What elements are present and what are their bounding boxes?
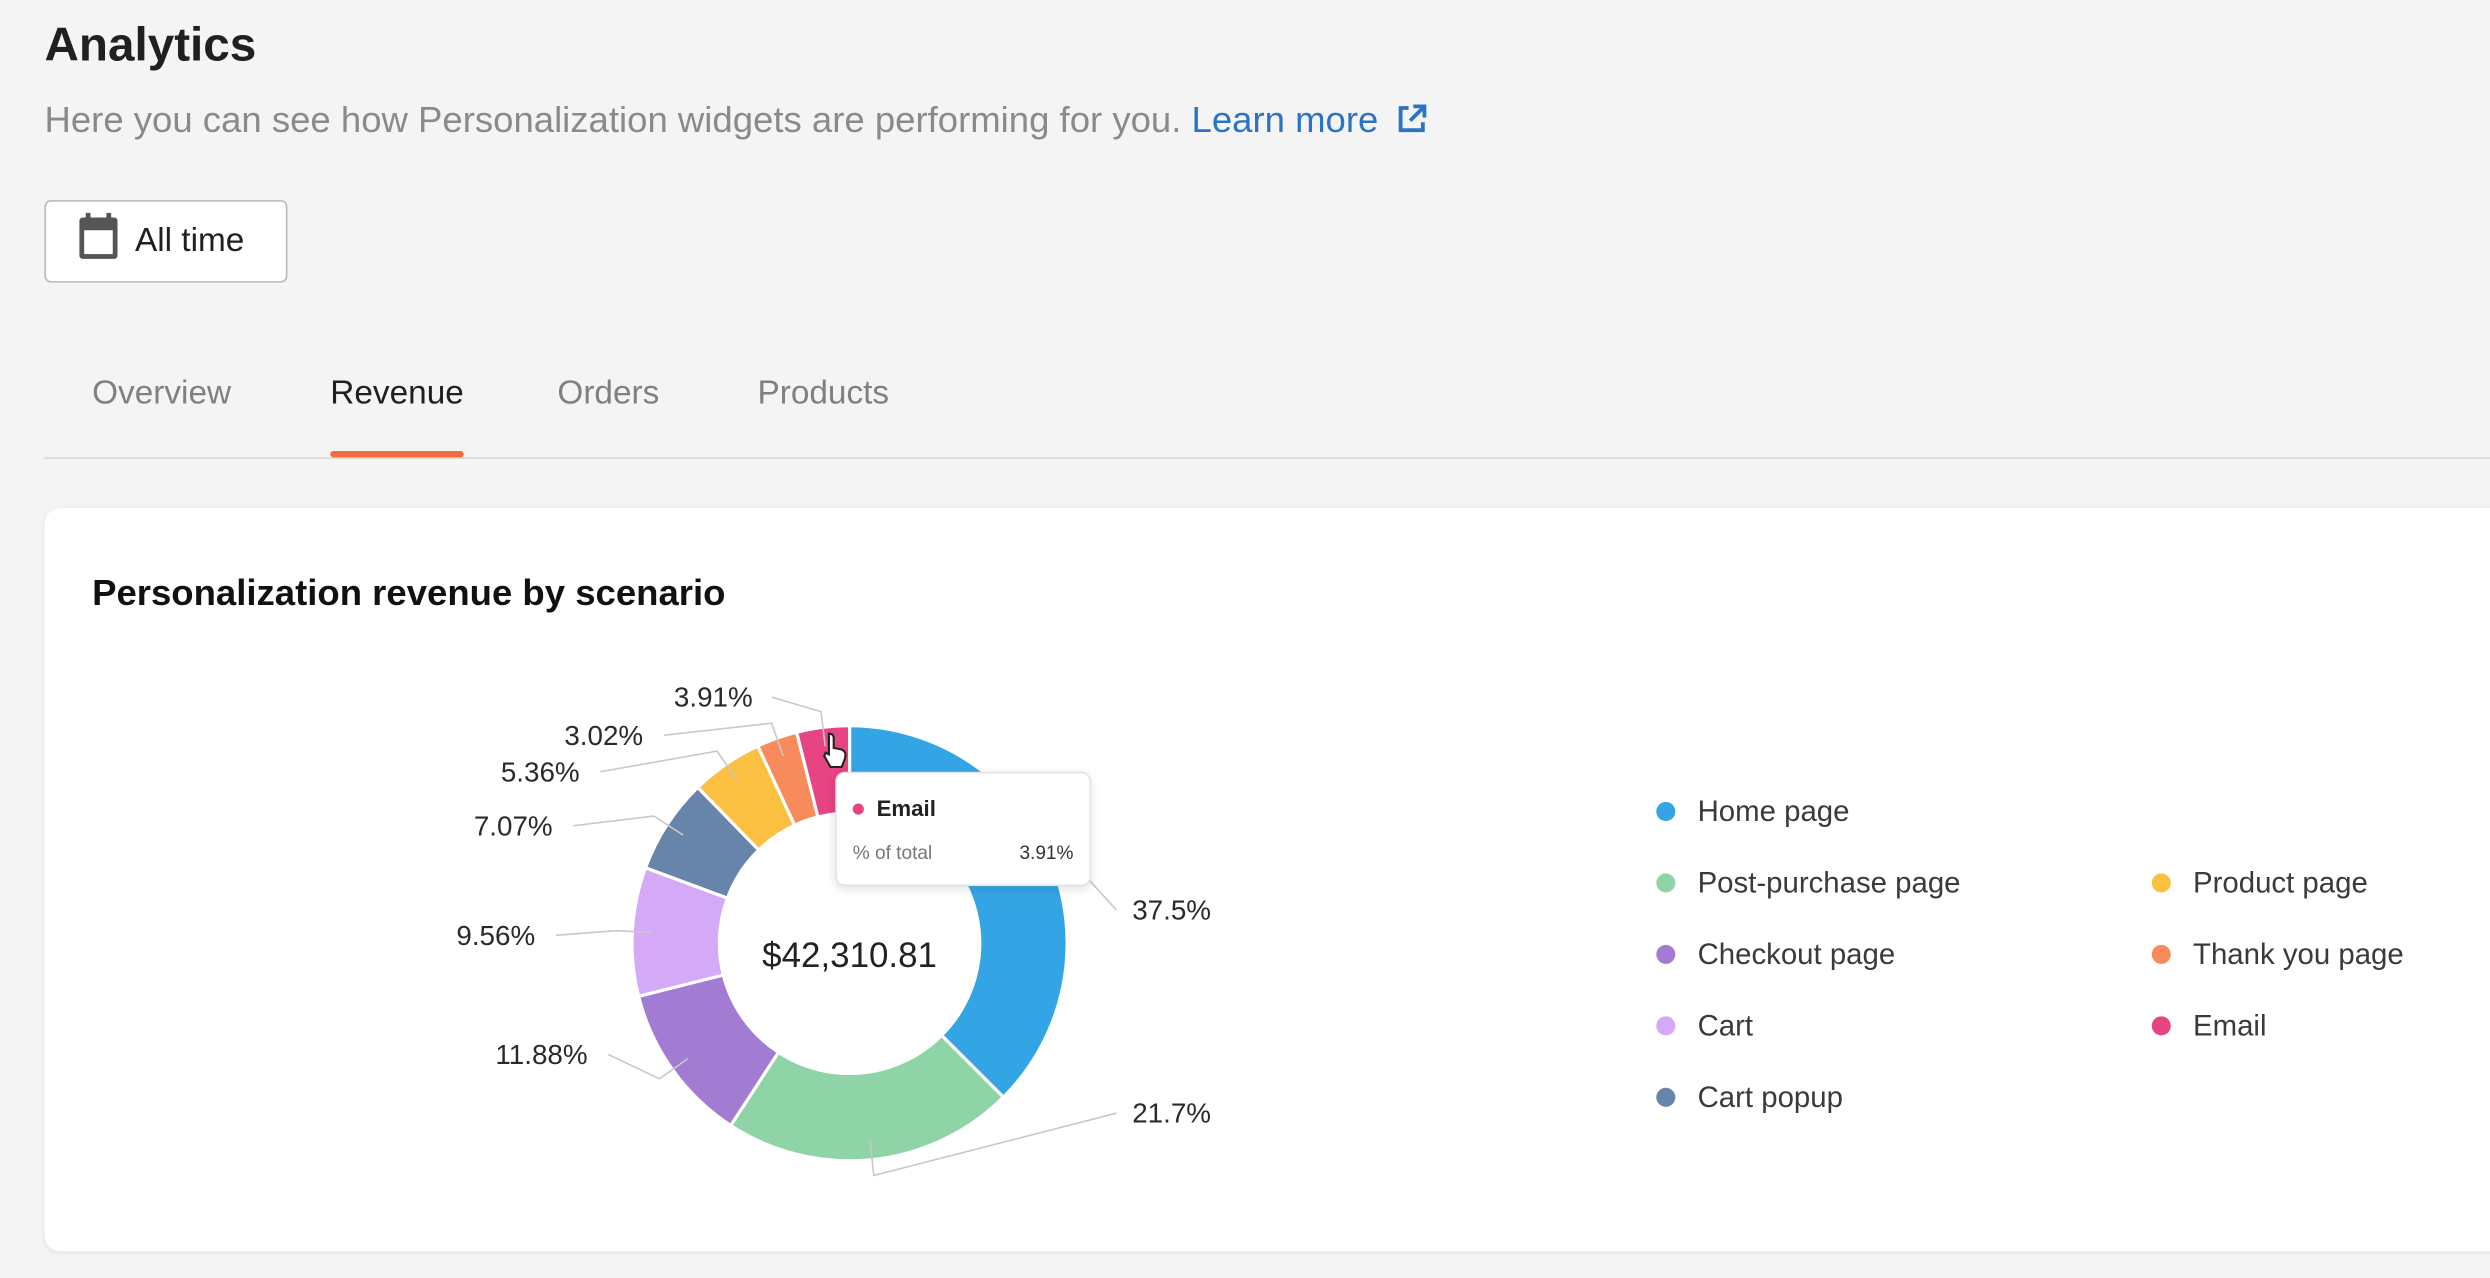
data-label-cart: 9.56% bbox=[456, 920, 535, 951]
external-link-icon bbox=[1394, 102, 1429, 146]
date-range-label: All time bbox=[134, 222, 245, 259]
legend-label: Email bbox=[2193, 1008, 2267, 1042]
subtitle-text: Here you can see how Personalization wid… bbox=[44, 98, 1182, 140]
legend-dot-icon bbox=[2151, 944, 2171, 964]
tooltip-dot-icon bbox=[852, 802, 864, 814]
legend-label: Checkout page bbox=[1697, 936, 1896, 971]
label-leader-line bbox=[600, 750, 738, 781]
legend-label: Home page bbox=[1697, 794, 1850, 828]
data-label-cart-popup: 7.07% bbox=[474, 810, 553, 841]
chart-title: Personalization revenue by scenario bbox=[92, 571, 726, 613]
legend-item-thank-you-page[interactable]: Thank you page bbox=[2151, 936, 2404, 972]
chart-tooltip: Email % of total 3.91% bbox=[835, 771, 1091, 887]
legend-item-cart-popup[interactable]: Cart popup bbox=[1656, 1080, 1843, 1115]
legend-dot-icon bbox=[1656, 1087, 1676, 1107]
label-leader-line bbox=[869, 1112, 1117, 1177]
page-title: Analytics bbox=[44, 19, 257, 72]
active-tab-indicator bbox=[330, 450, 464, 458]
legend-label: Post-purchase page bbox=[1697, 865, 1961, 899]
legend-dot-icon bbox=[1656, 801, 1676, 821]
legend-item-cart[interactable]: Cart bbox=[1656, 1008, 1753, 1043]
data-label-email: 3.91% bbox=[674, 682, 753, 713]
tooltip-series: Email bbox=[876, 795, 936, 821]
legend-dot-icon bbox=[1656, 944, 1676, 964]
legend-dot-icon bbox=[1656, 873, 1676, 893]
calendar-icon bbox=[78, 212, 119, 270]
tooltip-value: 3.91% bbox=[1019, 841, 1074, 864]
label-leader-line bbox=[555, 929, 652, 937]
tab-orders[interactable]: Orders bbox=[557, 374, 660, 412]
tab-overview[interactable]: Overview bbox=[92, 374, 232, 412]
page-subtitle: Here you can see how Personalization wid… bbox=[44, 98, 1429, 146]
legend-item-product-page[interactable]: Product page bbox=[2151, 865, 2368, 900]
legend-dot-icon bbox=[2151, 873, 2171, 893]
label-leader-line bbox=[573, 815, 684, 836]
legend-item-post-purchase-page[interactable]: Post-purchase page bbox=[1656, 865, 1961, 900]
legend-label: Thank you page bbox=[2193, 936, 2404, 971]
legend-item-checkout-page[interactable]: Checkout page bbox=[1656, 937, 1895, 972]
tab-revenue[interactable]: Revenue bbox=[330, 374, 464, 412]
legend-dot-icon bbox=[2151, 1016, 2171, 1036]
data-label-home-page: 37.5% bbox=[1132, 894, 1211, 925]
tab-bar: Overview Revenue Orders Products bbox=[44, 353, 2490, 459]
hand-cursor-icon bbox=[823, 732, 847, 769]
legend-item-home-page[interactable]: Home page bbox=[1656, 794, 1849, 829]
tab-products[interactable]: Products bbox=[757, 374, 890, 412]
chart-center-total: $42,310.81 bbox=[762, 936, 937, 975]
label-leader-line bbox=[663, 722, 785, 757]
date-range-button[interactable]: All time bbox=[44, 200, 288, 283]
legend-item-email[interactable]: Email bbox=[2151, 1008, 2267, 1043]
legend-label: Product page bbox=[2193, 865, 2368, 899]
tooltip-label: % of total bbox=[852, 841, 933, 864]
legend-label: Cart popup bbox=[1697, 1079, 1843, 1114]
legend-dot-icon bbox=[1656, 1016, 1676, 1036]
data-label-checkout-page: 11.88% bbox=[495, 1039, 587, 1070]
legend-label: Cart bbox=[1697, 1008, 1754, 1042]
revenue-chart-card: Personalization revenue by scenario 37.5… bbox=[44, 508, 2490, 1252]
label-leader-line bbox=[771, 696, 827, 747]
learn-more-link[interactable]: Learn more bbox=[1191, 98, 1430, 140]
donut-slice-post-purchase-page[interactable] bbox=[728, 1033, 1006, 1163]
label-leader-line bbox=[607, 1053, 689, 1080]
learn-more-label: Learn more bbox=[1191, 98, 1379, 140]
data-label-product-page: 5.36% bbox=[501, 756, 580, 787]
data-label-post-purchase-page: 21.7% bbox=[1132, 1098, 1211, 1129]
data-label-thank-you-page: 3.02% bbox=[564, 720, 643, 751]
donut-chart: 37.5% 21.7% 11.88% 9.56% 7.07% 5.36% 3.02% 3.91… bbox=[456, 682, 1211, 1177]
